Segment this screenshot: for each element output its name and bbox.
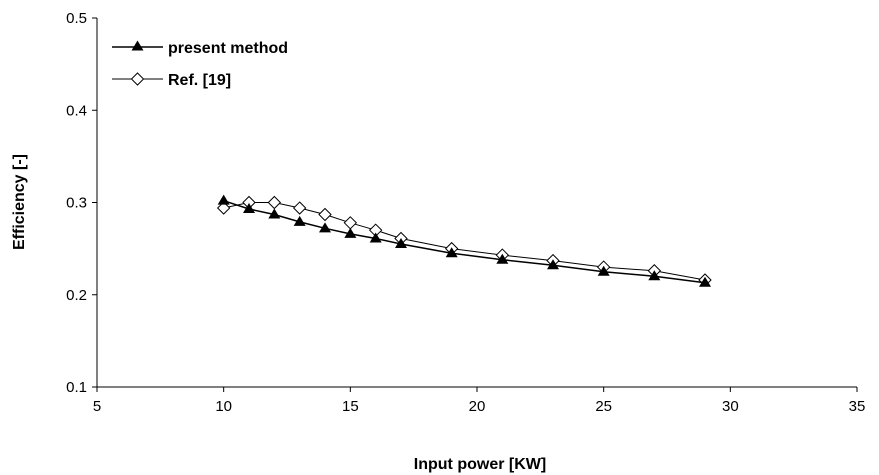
x-axis-title: Input power [KW] — [414, 456, 546, 473]
x-tick-label: 30 — [722, 398, 739, 415]
data-point-present-method — [699, 276, 711, 287]
series-line-ref-19 — [223, 202, 706, 281]
y-tick-label: 0.2 — [66, 287, 87, 304]
data-point-present-method — [268, 208, 281, 219]
data-point-present-method — [319, 222, 331, 233]
data-point-ref-19 — [292, 201, 307, 215]
y-tick-label: 0.1 — [66, 379, 87, 396]
data-point-present-method — [369, 232, 382, 243]
y-axis-ticks: 0.1 0.2 0.3 0.4 0.5 — [66, 10, 97, 396]
legend-marker-present-method — [131, 40, 144, 51]
data-point-present-method — [217, 194, 230, 205]
data-point-present-method — [293, 215, 306, 226]
y-tick-label: 0.4 — [66, 102, 87, 119]
data-point-present-method — [344, 227, 357, 238]
data-point-ref-19 — [318, 207, 332, 222]
legend: present method Ref. [19] — [112, 40, 288, 89]
legend-marker-ref-19 — [130, 72, 145, 86]
y-tick-label: 0.5 — [66, 10, 87, 27]
data-point-present-method — [597, 265, 610, 276]
x-tick-label: 10 — [215, 398, 232, 415]
x-tick-label: 25 — [595, 398, 612, 415]
data-point-present-method — [547, 259, 559, 270]
data-point-present-method — [445, 247, 458, 258]
series-ref-19 — [216, 195, 712, 287]
x-axis-ticks: 5 10 15 20 25 30 35 — [93, 387, 866, 415]
data-point-ref-19 — [343, 216, 358, 230]
data-point-present-method — [243, 202, 255, 213]
data-point-ref-19 — [267, 195, 282, 210]
x-tick-label: 20 — [469, 398, 486, 415]
x-tick-label: 15 — [342, 398, 359, 415]
data-point-ref-19 — [216, 201, 231, 215]
y-tick-label: 0.3 — [66, 195, 87, 212]
x-tick-label: 5 — [93, 398, 101, 415]
x-tick-label: 35 — [849, 398, 866, 415]
legend-label-present-method: present method — [168, 40, 288, 57]
series-line-present-method — [223, 199, 706, 284]
data-point-present-method — [395, 238, 407, 249]
series-layer — [216, 194, 712, 287]
data-point-present-method — [648, 270, 661, 281]
y-axis-title: Efficiency [-] — [11, 154, 28, 250]
legend-label-ref-19: Ref. [19] — [168, 72, 231, 89]
data-point-present-method — [496, 253, 509, 264]
series-present-method — [217, 194, 711, 287]
